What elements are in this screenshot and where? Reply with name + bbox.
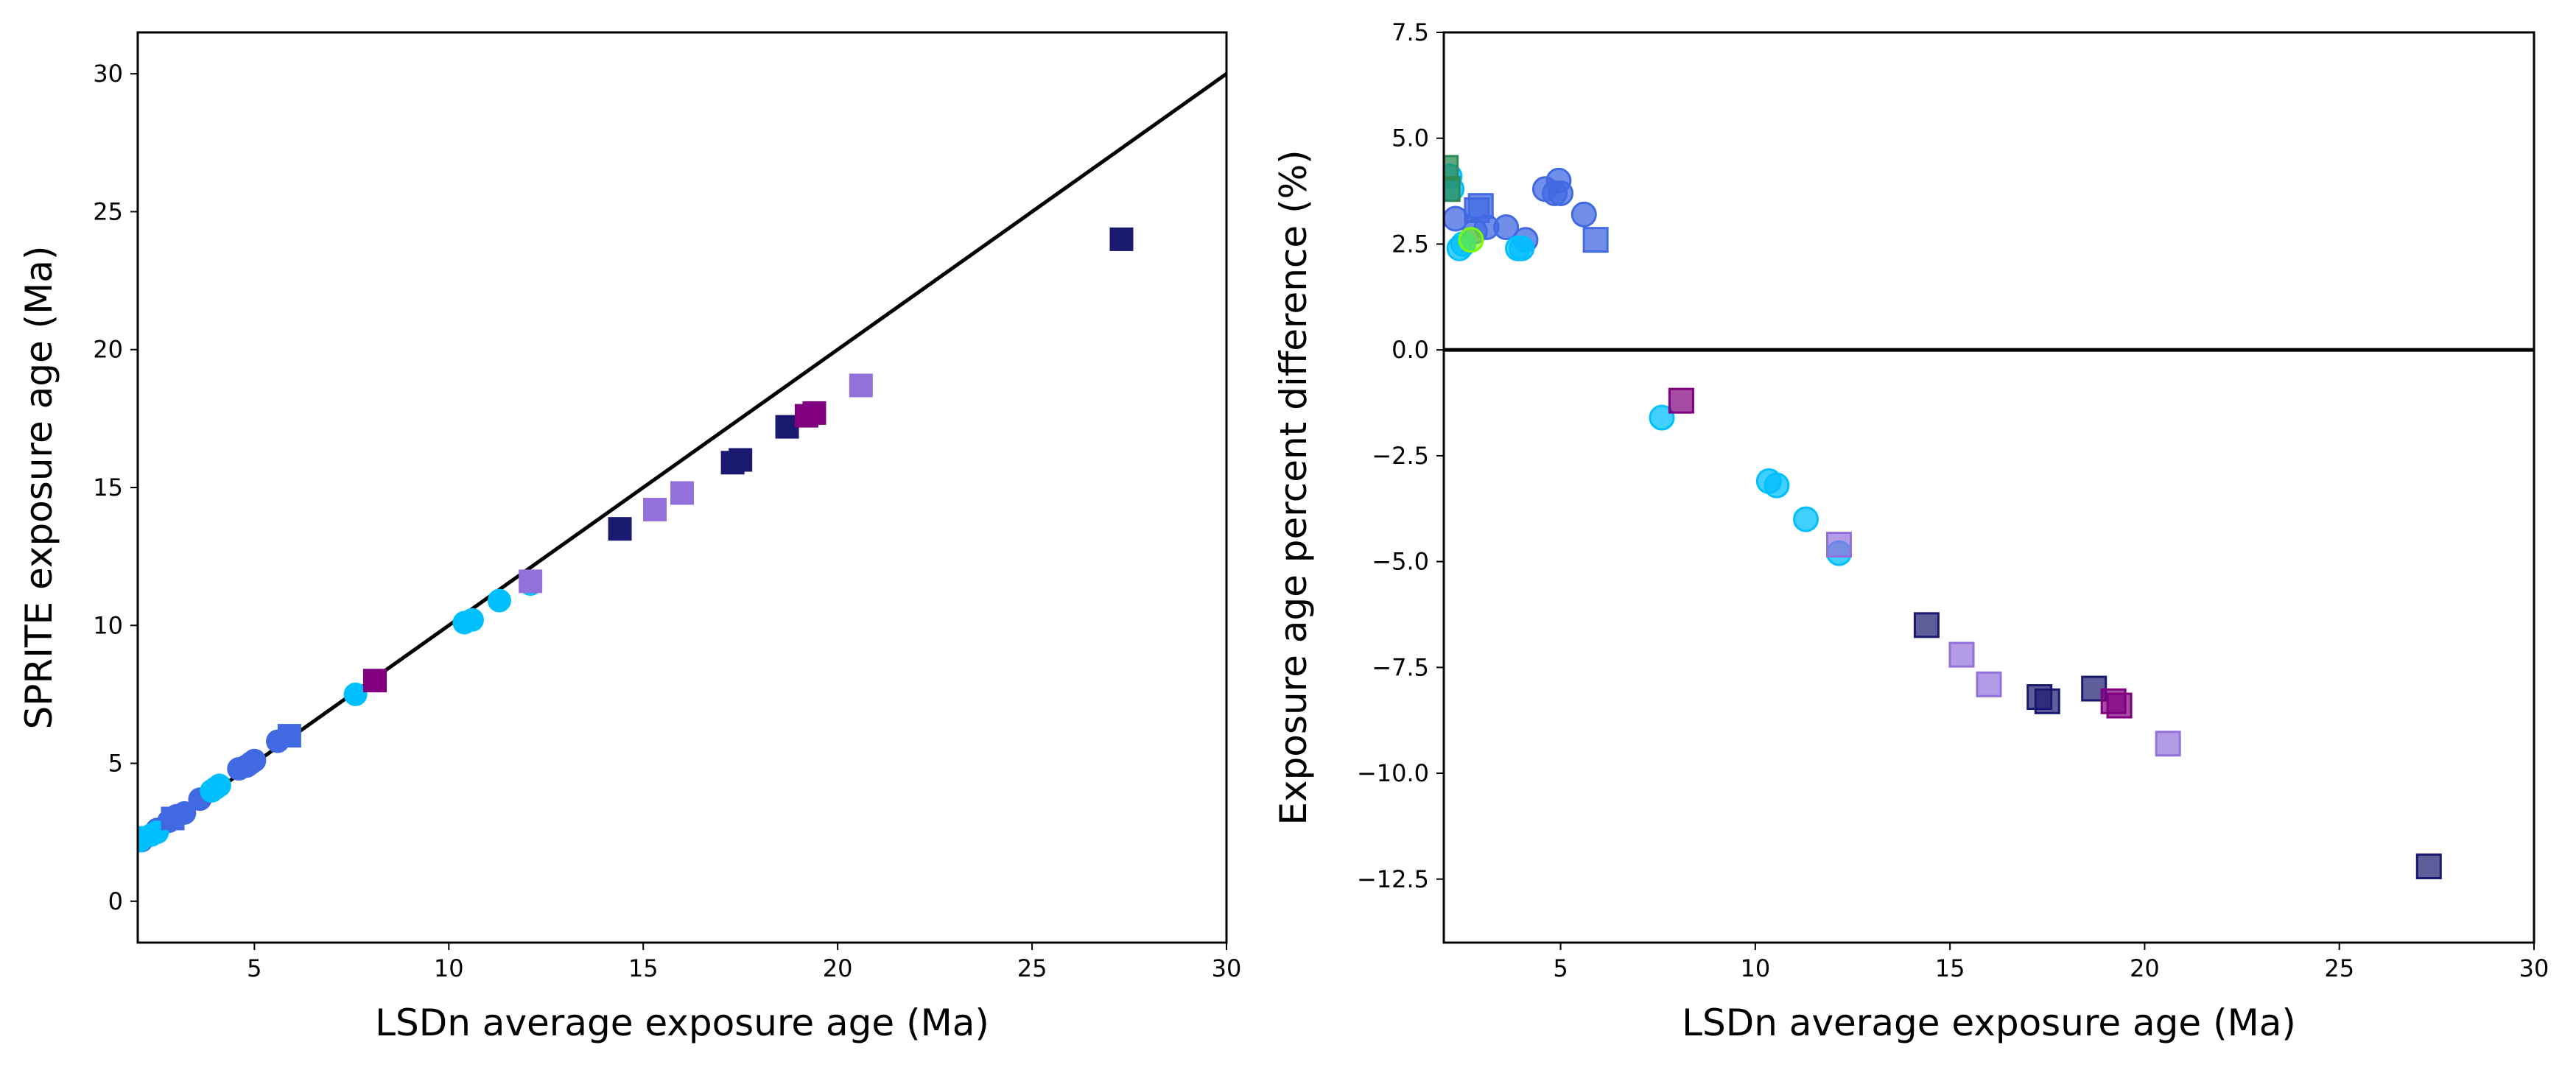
left-chart-y-tick-label: 0 (108, 887, 123, 915)
right-chart-y-tick-label: 5.0 (1391, 124, 1429, 152)
left-chart-x-tick-label: 15 (628, 954, 659, 982)
right-chart-x-axis-label: LSDn average exposure age (Ma) (1682, 1002, 2296, 1044)
left-chart-y-tick-label: 20 (93, 336, 123, 364)
left-chart-ticks: 5 10 15 20 25 30 0 5 10 15 20 25 30 (93, 60, 1241, 982)
right-chart-point-square-s6-0 (1826, 532, 1852, 558)
right-chart-point-circle-s1-9 (1793, 506, 1819, 532)
right-chart-point-square-s3-1 (1444, 176, 1461, 203)
left-chart-y-tick-label: 15 (93, 474, 123, 501)
right-chart-y-axis-label: Exposure age percent difference (%) (1272, 149, 1315, 825)
right-chart-y-tick-label: 0.0 (1391, 336, 1429, 364)
right-chart-point-circle-s1-5 (1509, 235, 1535, 261)
right-chart-y-tick-label: 2.5 (1391, 230, 1429, 258)
right-chart-y-tick-label: −7.5 (1372, 653, 1429, 681)
right-chart-x-tick-label: 15 (1935, 954, 1965, 982)
right-chart-point-square-s5-0 (1913, 612, 1940, 638)
right-chart-point-circle-s2-0 (1458, 227, 1484, 253)
right-chart-point-square-s7-0 (1668, 387, 1694, 414)
right-chart-x-tick-label: 20 (2130, 954, 2160, 982)
right-chart-x-tick-label: 5 (1553, 954, 1568, 982)
right-chart-point-square-s4-1 (1467, 193, 1494, 219)
left-chart-y-tick-label: 25 (93, 197, 123, 225)
right-chart-marks (1444, 155, 2534, 880)
left-chart-x-tick-label: 10 (434, 954, 464, 982)
left-chart-point-square-s3-0 (608, 517, 632, 541)
left-chart-x-tick-label: 5 (247, 954, 262, 982)
left-chart-point-square-s3-2 (729, 448, 753, 472)
left-chart-point-circle-s1-10 (487, 588, 511, 613)
right-chart-x-tick-label: 25 (2324, 954, 2354, 982)
left-chart-x-axis-label: LSDn average exposure age (Ma) (375, 1002, 989, 1044)
right-chart-point-circle-s1-8 (1763, 472, 1790, 499)
right-chart-plot-area (1444, 155, 2534, 880)
left-chart-point-square-s4-3 (849, 373, 873, 398)
left-chart-point-square-s2-1 (277, 724, 301, 748)
right-chart-point-circle-s0-8 (1545, 167, 1572, 194)
left-chart-point-square-s4-1 (643, 497, 667, 521)
left-chart-y-tick-label: 10 (93, 611, 123, 639)
right-chart-point-square-s6-3 (2155, 731, 2181, 757)
left-chart-point-circle-s1-9 (460, 608, 484, 632)
left-scatter-chart: 5 10 15 20 25 30 0 5 10 15 20 25 30 LSDn average exp… (18, 31, 1241, 1044)
left-chart-point-square-s4-2 (670, 481, 694, 505)
left-chart-reference-line (138, 72, 1226, 848)
right-chart-x-tick-label: 10 (1740, 954, 1770, 982)
right-chart-frame (1442, 31, 2535, 944)
right-chart-y-tick-label: −10.0 (1357, 759, 1429, 787)
right-scatter-chart: 5 10 15 20 25 30 7.5 5.0 2.5 0.0 −2.5 −5.0 −7.5 −10.0… (1272, 18, 2549, 1044)
right-chart-point-square-s4-2 (1582, 227, 1609, 253)
right-chart-y-tick-label: −12.5 (1357, 865, 1429, 893)
right-chart-point-square-s7-2 (2106, 692, 2133, 719)
left-chart-y-tick-label: 5 (108, 750, 123, 778)
left-chart-x-tick-label: 20 (823, 954, 853, 982)
right-chart-y-tick-label: 7.5 (1391, 18, 1429, 46)
left-chart-y-axis-label: SPRITE exposure age (Ma) (18, 246, 60, 730)
right-chart-point-square-s5-4 (2415, 853, 2442, 880)
left-chart-marks (138, 72, 1226, 853)
right-chart-point-square-s6-2 (1976, 671, 2002, 697)
right-chart-point-circle-s1-6 (1649, 404, 1675, 431)
right-chart-y-tick-label: −5.0 (1372, 548, 1429, 576)
left-chart-point-circle-s1-7 (343, 682, 368, 706)
left-chart-point-circle-s1-6 (203, 776, 228, 800)
left-chart-point-square-s3-4 (1109, 227, 1134, 251)
right-chart-point-circle-s0-3 (1493, 214, 1520, 240)
left-chart-x-tick-label: 25 (1017, 954, 1047, 982)
right-chart-point-circle-s0-9 (1570, 201, 1597, 228)
left-chart-plot-area (138, 72, 1226, 853)
left-chart-point-square-s5-0 (362, 669, 387, 693)
right-chart-point-square-s6-1 (1948, 641, 1975, 668)
right-chart-x-tick-label: 30 (2519, 954, 2549, 982)
left-chart-point-square-s5-2 (802, 401, 827, 425)
right-chart-y-tick-label: −2.5 (1372, 442, 1429, 470)
left-chart-x-tick-label: 30 (1212, 954, 1242, 982)
right-chart-ticks: 5 10 15 20 25 30 7.5 5.0 2.5 0.0 −2.5 −5.0 −7.5 −10.0… (1357, 18, 2549, 982)
left-chart-point-circle-s0-9 (242, 748, 267, 772)
left-chart-point-square-s2-0 (161, 806, 185, 831)
left-chart-point-square-s4-0 (519, 569, 543, 594)
left-chart-y-tick-label: 30 (93, 60, 123, 88)
right-chart-point-square-s5-2 (2034, 688, 2060, 714)
